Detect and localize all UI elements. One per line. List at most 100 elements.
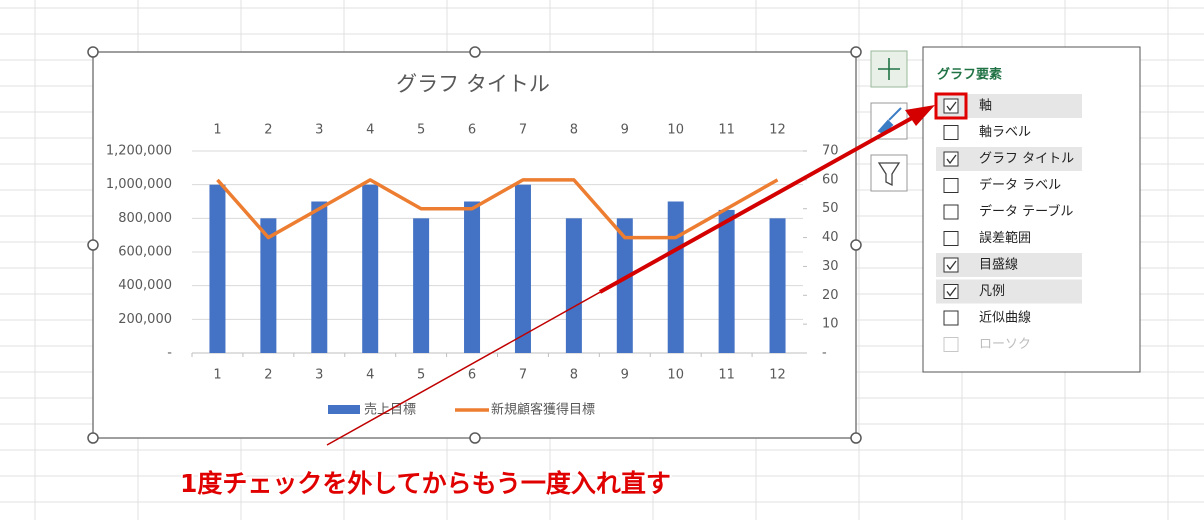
checkmark <box>946 101 957 112</box>
x2-tick-label: 2 <box>264 123 272 138</box>
checkbox[interactable] <box>943 204 959 220</box>
x-tick-label: 12 <box>769 368 786 383</box>
checkmark <box>946 154 957 165</box>
bar <box>311 201 328 353</box>
filter-icon <box>877 162 901 187</box>
x-tick-label: 10 <box>667 368 684 383</box>
y2-tick-label: - <box>822 346 827 361</box>
bar <box>718 209 735 353</box>
item-highlight <box>936 279 1082 304</box>
y-tick-label: 800,000 <box>118 211 172 226</box>
item-highlight <box>936 253 1082 277</box>
resize-handle[interactable] <box>469 432 481 444</box>
checkbox[interactable] <box>943 310 959 326</box>
bar <box>769 218 786 353</box>
resize-handle[interactable] <box>850 432 862 444</box>
item-label[interactable]: 誤差範囲 <box>979 230 1031 246</box>
x-tick-label: 11 <box>718 368 735 383</box>
bar <box>464 201 481 353</box>
y2-tick-label: 10 <box>822 317 839 332</box>
item-label[interactable]: データ テーブル <box>979 204 1073 220</box>
item-label[interactable]: 軸ラベル <box>979 125 1031 140</box>
side-buttons <box>870 50 908 192</box>
resize-handle[interactable] <box>850 46 862 58</box>
bar <box>260 218 277 353</box>
x-tick-label: 8 <box>570 368 578 383</box>
y-tick-label: 1,200,000 <box>106 144 172 159</box>
item-label: ローソク <box>979 337 1031 352</box>
item-label[interactable]: 凡例 <box>979 284 1005 299</box>
y2-tick-label: 70 <box>822 144 839 159</box>
bar <box>514 184 531 353</box>
line <box>216 178 779 240</box>
x2-tick-label: 8 <box>570 123 578 138</box>
y-tick-label: 600,000 <box>118 245 172 260</box>
resize-handle[interactable] <box>850 239 862 251</box>
x2-tick-label: 3 <box>315 123 323 138</box>
item-label[interactable]: データ ラベル <box>979 177 1061 193</box>
y2-tick-label: 60 <box>822 172 839 187</box>
x-tick-label: 4 <box>366 368 374 383</box>
x2-tick-label: 1 <box>213 123 221 138</box>
x-tick-label: 6 <box>468 368 476 383</box>
checkbox[interactable] <box>943 257 959 273</box>
bar <box>209 184 226 353</box>
x2-tick-label: 5 <box>417 123 425 138</box>
x2-tick-label: 12 <box>769 123 786 138</box>
item-label[interactable]: グラフ タイトル <box>979 152 1074 167</box>
resize-handle[interactable] <box>87 432 99 444</box>
y-tick-label: 1,000,000 <box>106 177 172 192</box>
chart-title: グラフ タイトル <box>396 72 550 96</box>
bar <box>616 218 633 353</box>
bar <box>565 218 582 353</box>
bar <box>667 201 684 353</box>
checkbox[interactable] <box>943 284 959 299</box>
checkmark <box>946 260 957 271</box>
x-tick-label: 1 <box>213 368 221 383</box>
x2-tick-label: 6 <box>468 123 476 138</box>
y2-tick-label: 30 <box>822 259 839 274</box>
x-tick-label: 3 <box>315 368 323 383</box>
x-tick-label: 7 <box>519 368 527 383</box>
item-label[interactable]: 近似曲線 <box>979 310 1031 326</box>
checkbox <box>943 337 959 352</box>
y-tick-label: 400,000 <box>118 278 172 293</box>
y-tick-label: 200,000 <box>118 312 172 327</box>
item-label[interactable]: 目盛線 <box>979 257 1018 273</box>
checkbox[interactable] <box>943 231 959 246</box>
checkbox[interactable] <box>943 151 959 167</box>
resize-handle[interactable] <box>87 239 99 251</box>
resize-handle[interactable] <box>469 46 481 58</box>
brush-icon <box>877 107 902 135</box>
item-highlight <box>936 147 1082 171</box>
bar <box>362 184 379 353</box>
resize-handle[interactable] <box>87 46 99 58</box>
y2-tick-label: 20 <box>822 288 839 303</box>
plus-icon <box>878 58 900 80</box>
panel-title: グラフ要素 <box>937 67 1002 83</box>
x-tick-label: 9 <box>621 368 629 383</box>
x2-tick-label: 7 <box>519 123 527 138</box>
bar <box>413 218 430 353</box>
legend-label: 新規顧客獲得目標 <box>491 402 595 418</box>
x2-tick-label: 4 <box>366 123 374 138</box>
red-highlight-box <box>934 92 968 120</box>
y-tick-label: - <box>167 346 172 361</box>
x-tick-label: 5 <box>417 368 425 383</box>
x2-tick-label: 10 <box>667 123 684 138</box>
arrow-head <box>905 105 935 126</box>
item-label[interactable]: 軸 <box>979 99 992 114</box>
checkbox[interactable] <box>943 98 959 114</box>
arrow <box>326 105 935 446</box>
checkbox[interactable] <box>943 125 959 140</box>
legend-swatch <box>328 405 360 414</box>
y2-tick-label: 40 <box>822 230 839 245</box>
x2-tick-label: 11 <box>718 123 735 138</box>
checkbox[interactable] <box>943 178 959 193</box>
checkmark <box>946 287 957 297</box>
x-tick-label: 2 <box>264 368 272 383</box>
arrow-line <box>599 116 913 294</box>
filter-button[interactable] <box>870 154 908 192</box>
y2-tick-label: 50 <box>822 201 839 216</box>
